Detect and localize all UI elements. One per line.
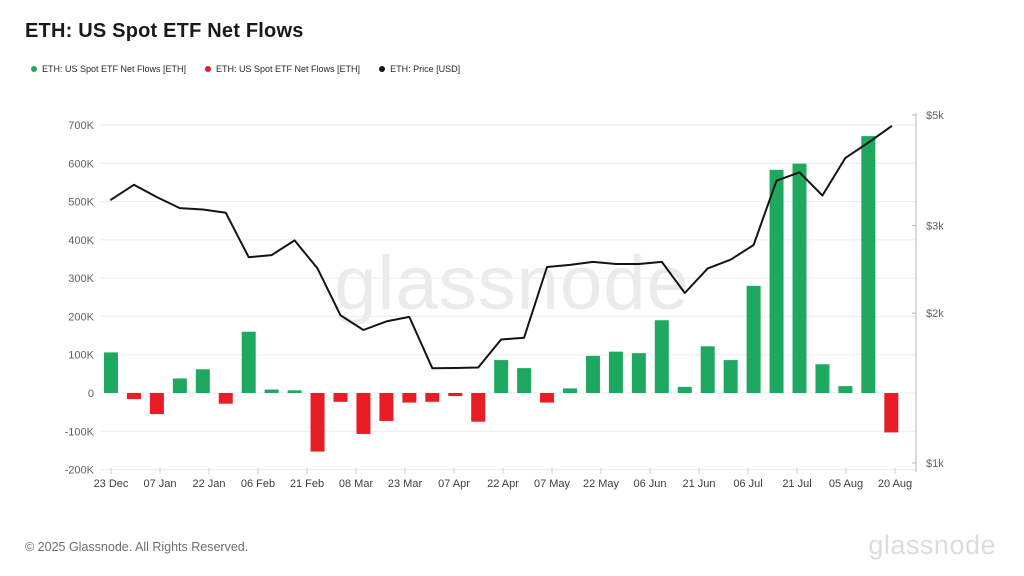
- chart-legend: ETH: US Spot ETF Net Flows [ETH] ETH: US…: [31, 64, 460, 74]
- red-dot-icon: [205, 66, 212, 72]
- price-line: [110, 125, 893, 370]
- flow-bar: [792, 163, 807, 393]
- flow-bar: [585, 355, 600, 393]
- svg-text:-200K: -200K: [65, 465, 95, 477]
- svg-text:21 Jun: 21 Jun: [682, 478, 715, 490]
- svg-text:05 Aug: 05 Aug: [829, 478, 863, 490]
- svg-text:06 Jul: 06 Jul: [733, 478, 762, 490]
- svg-text:07 Jan: 07 Jan: [143, 478, 176, 490]
- flow-bar: [287, 390, 302, 393]
- svg-text:08 Mar: 08 Mar: [339, 478, 374, 490]
- flow-bar: [172, 378, 187, 393]
- svg-text:-100K: -100K: [65, 426, 95, 438]
- flow-bar: [769, 169, 784, 393]
- flow-bar: [448, 393, 463, 397]
- copyright-text: © 2025 Glassnode. All Rights Reserved.: [25, 540, 249, 554]
- legend-label: ETH: US Spot ETF Net Flows [ETH]: [42, 64, 187, 74]
- flow-bar: [149, 393, 164, 415]
- flow-bar: [425, 393, 440, 402]
- legend-item-netflows-positive[interactable]: ETH: US Spot ETF Net Flows [ETH]: [31, 64, 186, 74]
- svg-text:300K: 300K: [68, 273, 94, 285]
- svg-text:500K: 500K: [68, 197, 94, 209]
- svg-text:600K: 600K: [68, 158, 94, 170]
- flow-bar: [310, 393, 325, 452]
- flow-bar: [723, 360, 738, 393]
- svg-text:06 Jun: 06 Jun: [633, 478, 666, 490]
- flow-bar: [195, 369, 210, 393]
- flow-bar: [471, 393, 486, 422]
- svg-text:200K: 200K: [68, 311, 94, 323]
- legend-item-netflows-negative[interactable]: ETH: US Spot ETF Net Flows [ETH]: [205, 64, 360, 74]
- svg-text:22 May: 22 May: [583, 478, 620, 490]
- flow-bar: [677, 386, 692, 393]
- svg-text:$5k: $5k: [926, 110, 944, 122]
- flow-bar: [815, 364, 830, 393]
- flow-bar: [654, 320, 669, 393]
- glassnode-logo: glassnode: [868, 530, 996, 560]
- svg-text:$2k: $2k: [926, 308, 944, 320]
- green-dot-icon: [31, 66, 37, 72]
- page-title: ETH: US Spot ETF Net Flows: [25, 20, 304, 42]
- svg-text:22 Jan: 22 Jan: [192, 478, 225, 490]
- flow-bar: [379, 393, 394, 421]
- svg-text:21 Feb: 21 Feb: [290, 478, 324, 490]
- black-dot-icon: [379, 66, 386, 72]
- svg-text:23 Dec: 23 Dec: [94, 478, 129, 490]
- flow-bar: [563, 388, 577, 393]
- flow-price-chart[interactable]: $5k $3k $2k $1k 700K 600K 500K 400K 300K 200K 100K…: [0, 0, 1024, 510]
- flow-bar: [540, 393, 555, 403]
- flow-bar: [861, 136, 876, 394]
- svg-text:07 Apr: 07 Apr: [438, 478, 470, 490]
- legend-label: ETH: US Spot ETF Net Flows [ETH]: [216, 64, 361, 74]
- flow-bar: [838, 386, 853, 393]
- svg-text:700K: 700K: [68, 120, 94, 132]
- svg-text:06 Feb: 06 Feb: [241, 478, 275, 490]
- svg-text:07 May: 07 May: [534, 478, 571, 490]
- svg-text:22 Apr: 22 Apr: [487, 478, 519, 490]
- flow-bar: [356, 393, 371, 434]
- legend-label: ETH: Price [USD]: [390, 64, 461, 74]
- flow-bar: [241, 331, 256, 393]
- flow-bar: [264, 389, 279, 393]
- svg-text:0: 0: [88, 388, 94, 400]
- svg-text:21 Jul: 21 Jul: [782, 478, 811, 490]
- flow-bar: [746, 285, 761, 393]
- svg-text:20 Aug: 20 Aug: [878, 478, 912, 490]
- flow-bar: [608, 351, 623, 393]
- flow-bar: [631, 353, 646, 393]
- flow-bar: [333, 393, 348, 402]
- svg-text:23 Mar: 23 Mar: [388, 478, 423, 490]
- flow-bar: [126, 393, 141, 400]
- flow-bar: [700, 346, 715, 393]
- svg-text:$1k: $1k: [926, 458, 944, 470]
- flow-bar: [517, 368, 532, 393]
- flow-bar: [402, 393, 417, 403]
- legend-item-price[interactable]: ETH: Price [USD]: [379, 64, 460, 74]
- flow-bar: [104, 352, 118, 393]
- flow-bar: [494, 360, 509, 393]
- svg-text:$3k: $3k: [926, 220, 944, 232]
- flow-bar: [218, 393, 233, 404]
- flow-bar: [884, 393, 899, 433]
- svg-text:400K: 400K: [68, 235, 94, 247]
- svg-text:100K: 100K: [68, 350, 94, 362]
